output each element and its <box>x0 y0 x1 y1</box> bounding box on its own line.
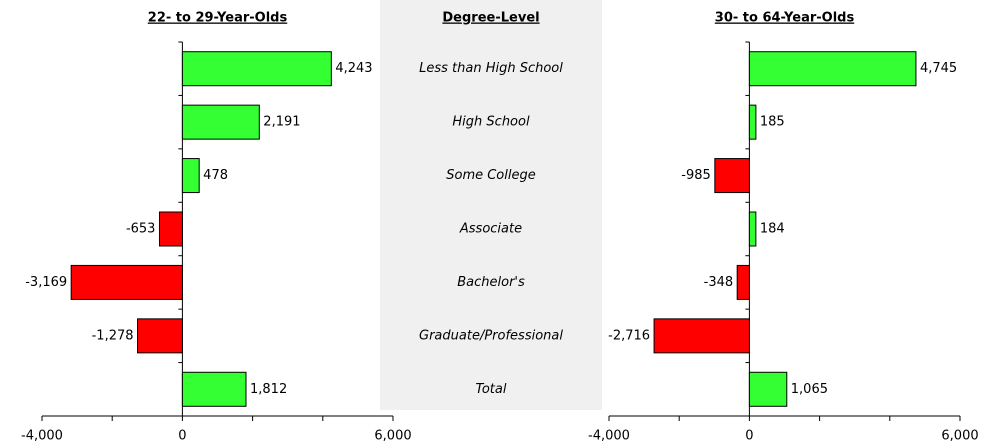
category-label: Graduate/Professional <box>419 328 563 343</box>
chart-title: 30- to 64-Year-Olds <box>715 11 855 26</box>
value-label: -2,716 <box>608 328 650 343</box>
bar <box>137 318 183 354</box>
bar <box>748 371 788 407</box>
x-tick-label: -4,000 <box>588 429 630 444</box>
category-panel <box>380 0 602 410</box>
value-label: -3,169 <box>25 275 67 290</box>
x-tick-label: 0 <box>745 429 753 444</box>
bar <box>736 264 750 300</box>
category-label: Bachelor's <box>457 275 525 290</box>
value-label: 185 <box>760 115 785 130</box>
bar <box>748 51 917 87</box>
bar <box>181 51 332 87</box>
bar <box>748 104 757 140</box>
bar <box>158 211 183 247</box>
category-label: Less than High School <box>419 61 563 76</box>
value-label: 1,812 <box>250 382 287 397</box>
category-label: Associate <box>459 222 522 237</box>
value-label: 4,745 <box>920 61 957 76</box>
bar <box>748 211 757 247</box>
x-tick-label: 6,000 <box>374 429 411 444</box>
value-label: 1,065 <box>791 382 828 397</box>
x-tick-label: -4,000 <box>21 429 63 444</box>
value-label: 2,191 <box>263 115 300 130</box>
value-label: 478 <box>203 168 228 183</box>
x-tick-label: 0 <box>178 429 186 444</box>
value-label: -985 <box>681 168 711 183</box>
bar <box>653 318 750 354</box>
value-label: 4,243 <box>335 61 372 76</box>
value-label: 184 <box>760 222 785 237</box>
chart-title: 22- to 29-Year-Olds <box>148 11 288 26</box>
bar <box>181 371 247 407</box>
category-label: High School <box>452 115 530 130</box>
bar <box>181 104 260 140</box>
value-label: -348 <box>704 275 734 290</box>
category-label: Total <box>476 382 507 397</box>
x-tick-label: 6,000 <box>941 429 978 444</box>
category-label: Some College <box>446 168 536 183</box>
category-title: Degree-Level <box>442 11 539 26</box>
bar <box>714 158 750 194</box>
bar <box>181 158 200 194</box>
value-label: -1,278 <box>92 328 134 343</box>
value-label: -653 <box>126 222 156 237</box>
bar <box>70 264 183 300</box>
